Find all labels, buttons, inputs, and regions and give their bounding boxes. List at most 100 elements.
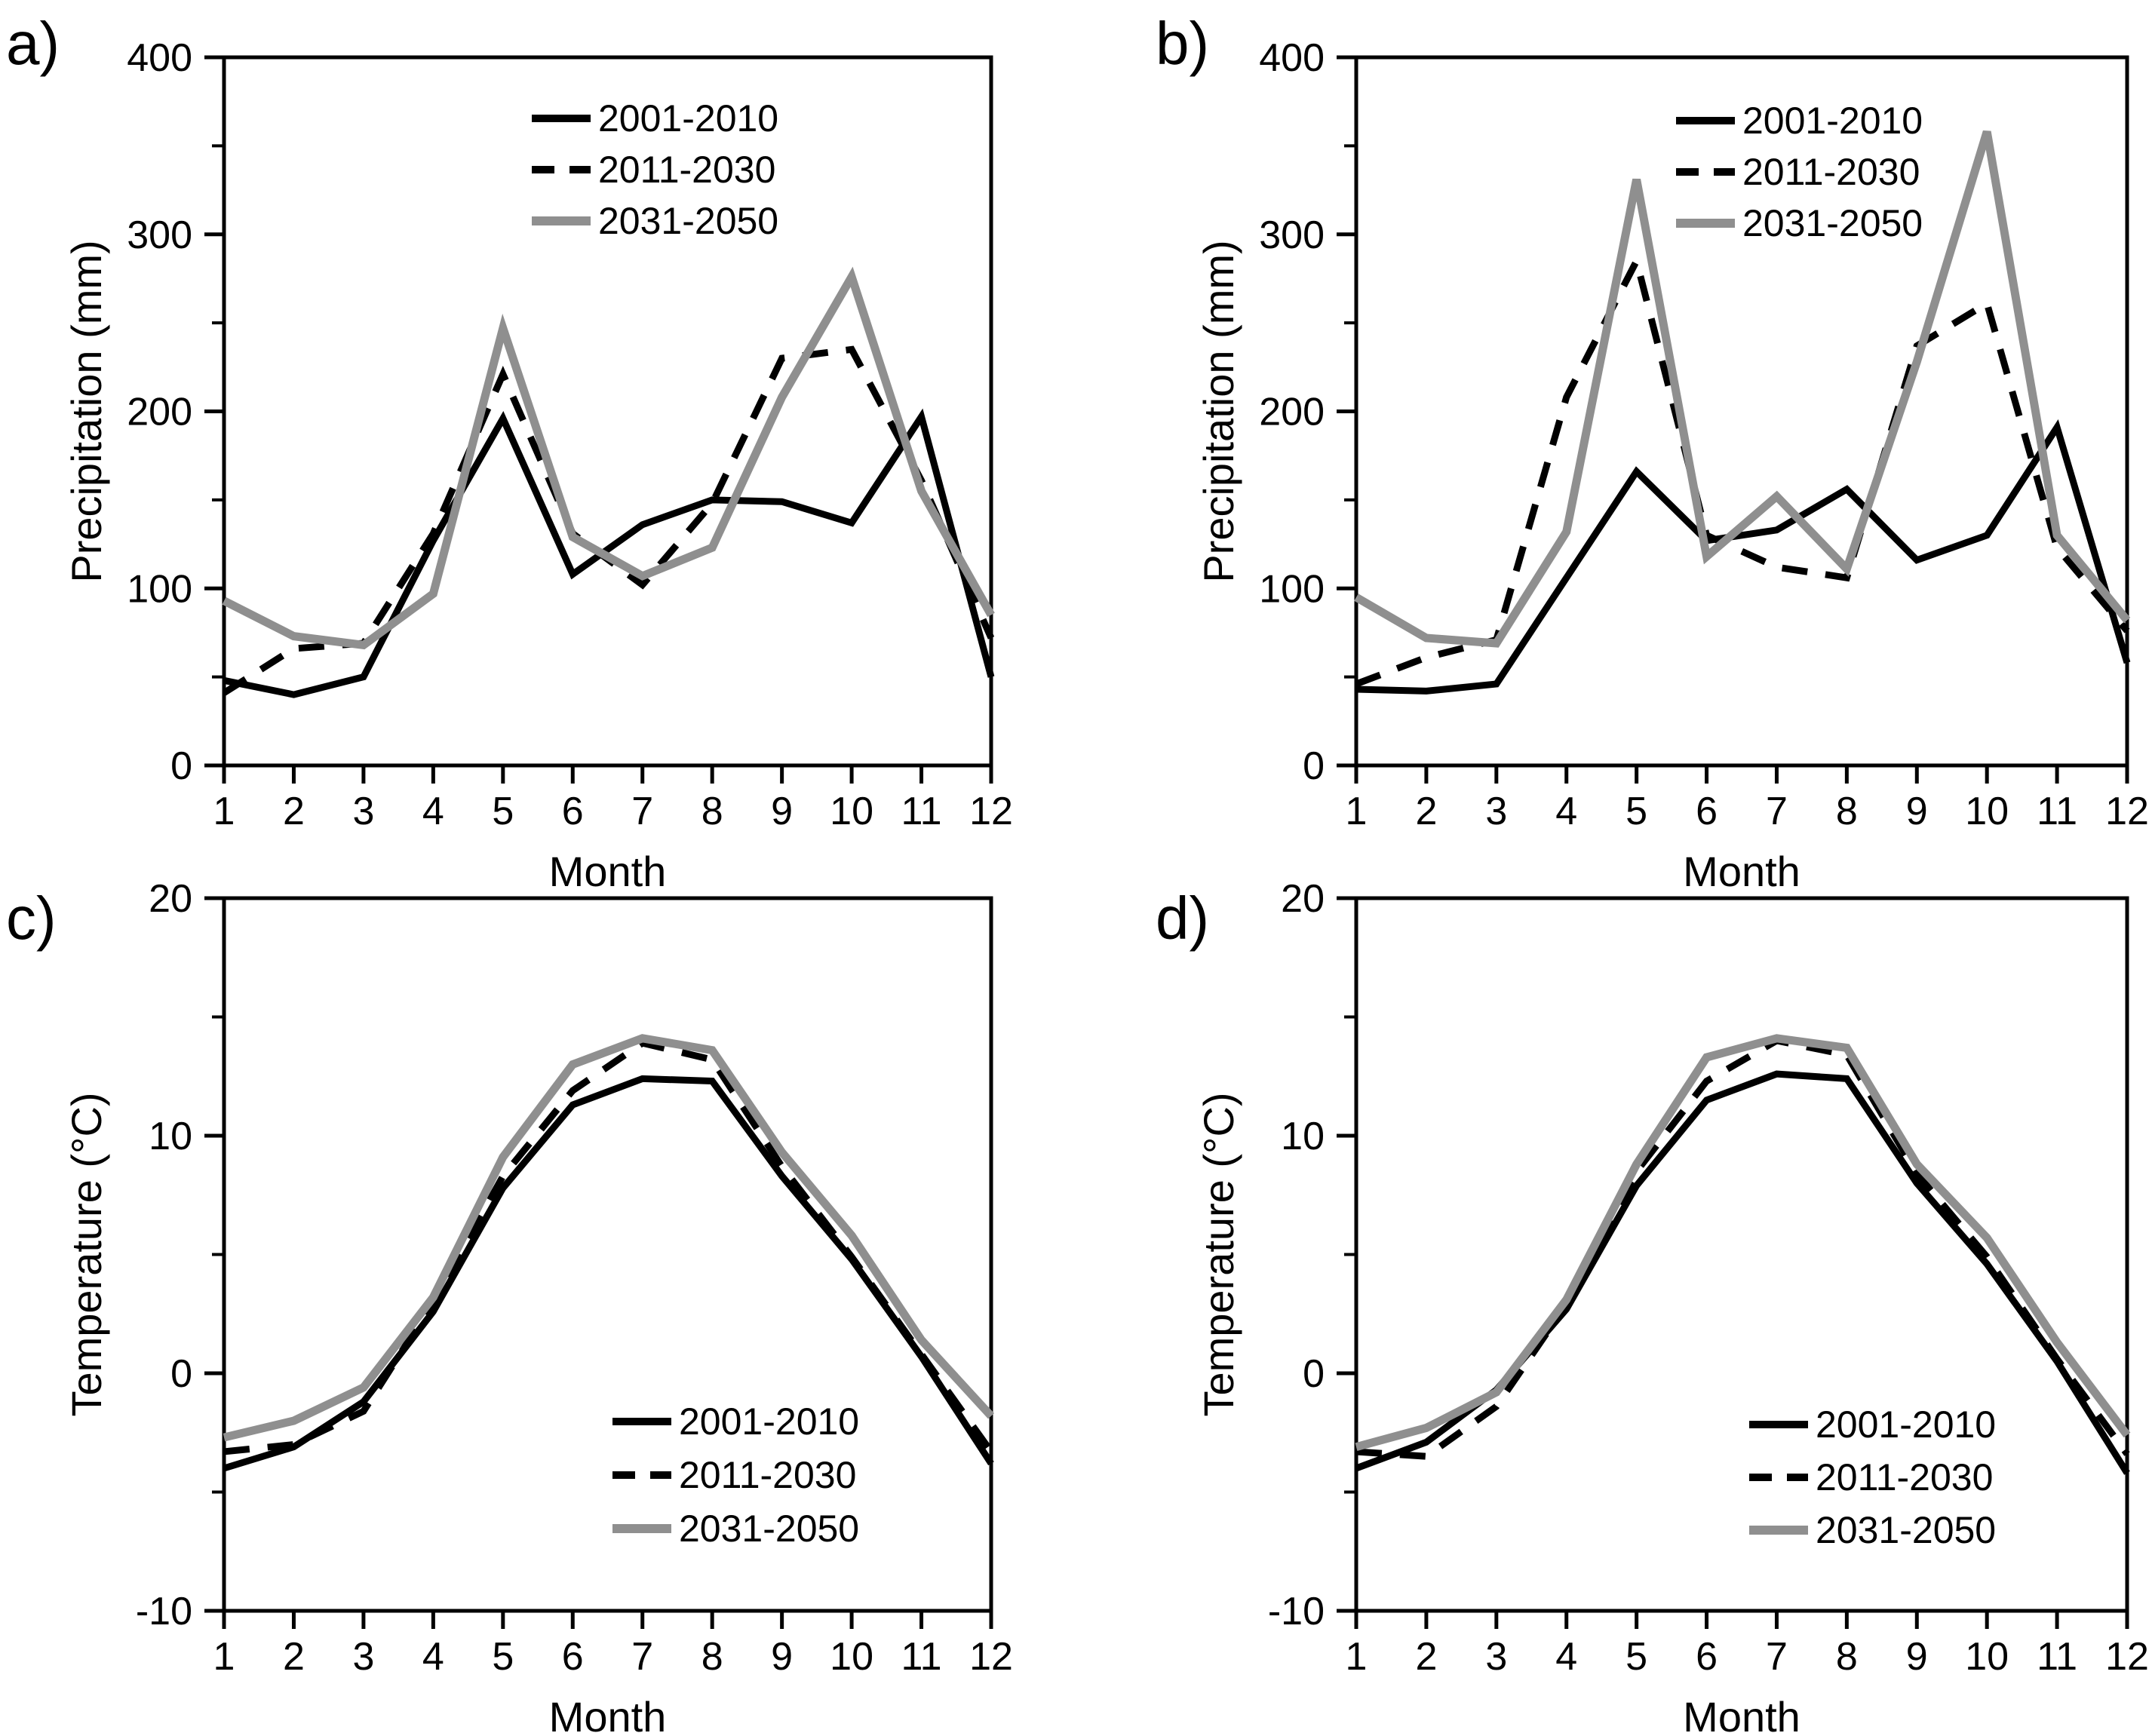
legend-label-2031-2050-d: 2031-2050: [1816, 1509, 1996, 1551]
x-tick-label-a: 11: [901, 790, 942, 833]
x-tick-label-d: 9: [1906, 1635, 1928, 1679]
x-tick-label-a: 3: [352, 790, 374, 833]
x-tick-label-b: 7: [1766, 790, 1788, 833]
x-tick-label-d: 8: [1836, 1635, 1858, 1679]
legend-label-2001-2010-a: 2001-2010: [598, 97, 778, 140]
legend-label-2001-2010-c: 2001-2010: [679, 1400, 859, 1443]
x-tick-label-b: 9: [1906, 790, 1928, 833]
x-tick-label-c: 2: [283, 1635, 305, 1679]
y-tick-label-c: -10: [136, 1590, 192, 1633]
x-tick-label-b: 11: [2037, 790, 2077, 833]
x-tick-label-d: 6: [1696, 1635, 1718, 1679]
plot-frame-b: [1354, 55, 2129, 768]
x-tick-label-c: 3: [352, 1635, 374, 1679]
panel-letter-b: b): [1156, 10, 1210, 77]
x-tick-label-d: 4: [1555, 1635, 1577, 1679]
y-tick-label-b: 300: [1259, 213, 1325, 257]
x-tick-label-b: 1: [1346, 790, 1368, 833]
series-line-2031-2050-c: [223, 1034, 995, 1442]
x-tick-label-b: 5: [1626, 790, 1647, 833]
legend-label-2031-2050-b: 2031-2050: [1742, 202, 1923, 244]
y-axis-label-b: Precipitation (mm): [1195, 240, 1242, 582]
x-tick-label-b: 12: [2105, 790, 2149, 833]
series-line-2001-2010-c: [223, 1075, 994, 1472]
y-tick-label-c: 10: [149, 1115, 192, 1158]
legend-label-2031-2050-c: 2031-2050: [679, 1507, 859, 1550]
x-axis-label-c: Month: [549, 1693, 667, 1736]
series-line-2011-2030-d: [1355, 1037, 2130, 1460]
x-tick-label-a: 9: [771, 790, 793, 833]
series-line-2011-2030-c: [223, 1039, 994, 1455]
x-tick-label-c: 9: [771, 1635, 793, 1679]
y-tick-label-a: 100: [127, 567, 192, 611]
x-tick-label-c: 1: [213, 1635, 235, 1679]
y-tick-label-c: 20: [149, 877, 192, 921]
series-line-2001-2010-a: [223, 408, 995, 698]
y-tick-label-b: 200: [1259, 391, 1325, 434]
y-tick-label-a: 300: [127, 213, 192, 257]
plot-frame-d: [1354, 896, 2129, 1613]
x-tick-label-a: 12: [969, 790, 1013, 833]
x-tick-label-b: 10: [1965, 790, 2009, 833]
x-tick-label-a: 8: [701, 790, 723, 833]
series-line-2031-2050-b: [1354, 130, 2131, 648]
x-tick-label-c: 6: [562, 1635, 584, 1679]
x-tick-label-d: 1: [1346, 1635, 1368, 1679]
series-line-2031-2050-a: [222, 266, 995, 650]
panel-letter-a: a): [6, 10, 60, 77]
y-tick-label-d: 0: [1303, 1352, 1325, 1396]
x-tick-label-d: 12: [2105, 1635, 2149, 1679]
y-tick-label-b: 100: [1259, 567, 1325, 611]
y-tick-label-d: 20: [1281, 877, 1325, 921]
x-axis-label-a: Month: [549, 848, 667, 895]
x-axis-label-d: Month: [1683, 1693, 1800, 1736]
panel-letter-c: c): [6, 885, 57, 952]
x-tick-label-d: 3: [1485, 1635, 1507, 1679]
x-tick-label-c: 8: [701, 1635, 723, 1679]
legend-label-2011-2030-c: 2011-2030: [679, 1454, 856, 1496]
x-tick-label-d: 5: [1626, 1635, 1647, 1679]
x-tick-label-b: 2: [1415, 790, 1437, 833]
y-axis-label-d: Temperature (°C): [1195, 1092, 1242, 1416]
x-tick-label-a: 7: [631, 790, 653, 833]
x-tick-label-c: 10: [830, 1635, 873, 1679]
x-tick-label-a: 10: [830, 790, 873, 833]
x-tick-label-d: 11: [2037, 1635, 2077, 1679]
x-tick-label-a: 6: [562, 790, 584, 833]
panel-letter-d: d): [1156, 885, 1210, 952]
x-tick-label-b: 8: [1836, 790, 1858, 833]
y-axis-label-a: Precipitation (mm): [63, 240, 110, 582]
x-tick-label-c: 5: [492, 1635, 514, 1679]
x-tick-label-b: 4: [1555, 790, 1577, 833]
x-tick-label-c: 4: [422, 1635, 444, 1679]
x-tick-label-b: 6: [1696, 790, 1718, 833]
series-line-2001-2010-b: [1355, 419, 2131, 695]
x-tick-label-a: 5: [492, 790, 514, 833]
y-tick-label-b: 400: [1259, 36, 1325, 80]
series-line-2011-2030-b: [1355, 251, 2130, 688]
legend-label-2001-2010-b: 2001-2010: [1742, 100, 1923, 142]
y-tick-label-a: 200: [127, 391, 192, 434]
y-tick-label-b: 0: [1303, 744, 1325, 788]
legend-label-2011-2030-d: 2011-2030: [1816, 1456, 1993, 1498]
x-tick-label-d: 7: [1766, 1635, 1788, 1679]
legend-label-2011-2030-b: 2011-2030: [1742, 151, 1920, 193]
x-tick-label-c: 12: [969, 1635, 1013, 1679]
x-tick-label-c: 7: [631, 1635, 653, 1679]
x-tick-label-a: 1: [213, 790, 235, 833]
x-tick-label-b: 3: [1485, 790, 1507, 833]
x-tick-label-a: 4: [422, 790, 444, 833]
y-tick-label-a: 400: [127, 36, 192, 80]
y-tick-label-c: 0: [170, 1352, 192, 1396]
x-axis-label-b: Month: [1683, 848, 1800, 895]
series-line-2031-2050-d: [1355, 1034, 2131, 1451]
x-tick-label-d: 2: [1415, 1635, 1437, 1679]
y-axis-label-c: Temperature (°C): [63, 1092, 110, 1416]
x-tick-label-a: 2: [283, 790, 305, 833]
y-tick-label-a: 0: [170, 744, 192, 788]
plot-frame-c: [222, 896, 993, 1613]
x-tick-label-d: 10: [1965, 1635, 2009, 1679]
y-tick-label-d: -10: [1268, 1590, 1325, 1633]
